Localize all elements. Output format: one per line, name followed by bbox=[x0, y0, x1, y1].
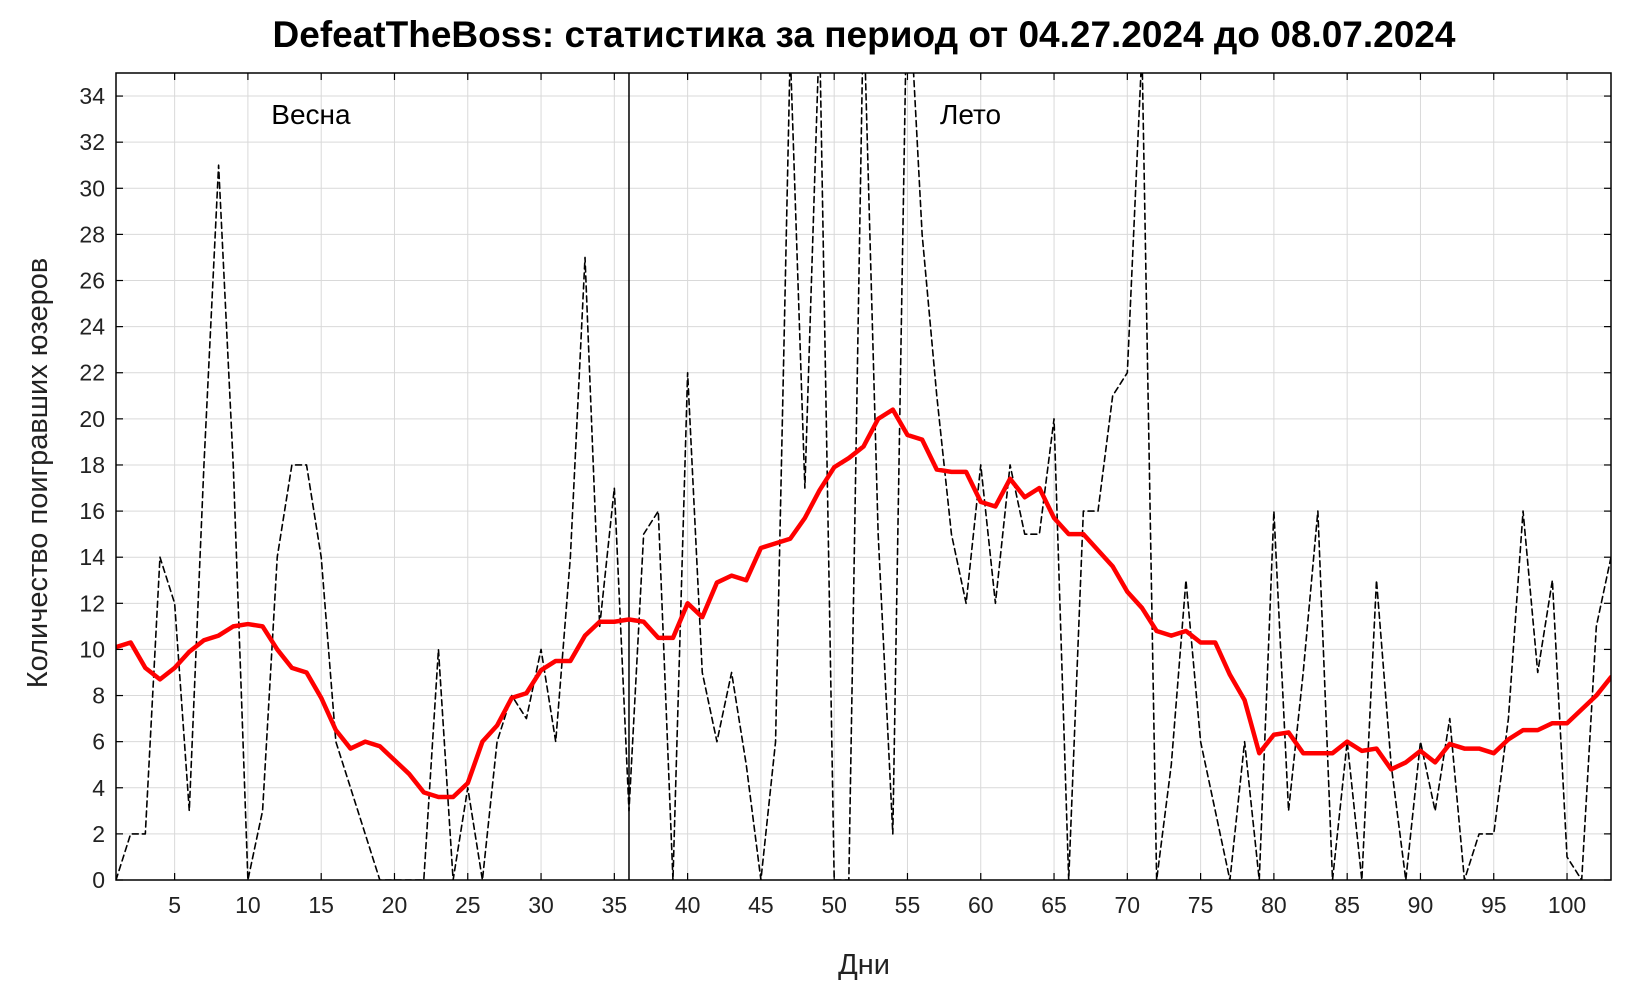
y-tick-label: 4 bbox=[92, 775, 105, 801]
x-tick-label: 75 bbox=[1188, 892, 1214, 918]
y-tick-label: 28 bbox=[79, 221, 105, 247]
x-tick-label: 35 bbox=[602, 892, 628, 918]
y-tick-label: 14 bbox=[79, 544, 105, 570]
daily-users-line bbox=[116, 73, 1611, 880]
x-tick-label: 15 bbox=[308, 892, 334, 918]
x-tick-label: 50 bbox=[821, 892, 847, 918]
x-tick-label: 20 bbox=[382, 892, 408, 918]
x-tick-label: 80 bbox=[1261, 892, 1287, 918]
y-axis-label: Количество поигравших юзеров bbox=[22, 258, 54, 689]
x-tick-label: 90 bbox=[1408, 892, 1434, 918]
y-tick-label: 26 bbox=[79, 268, 105, 294]
y-tick-label: 16 bbox=[79, 498, 105, 524]
x-tick-label: 100 bbox=[1548, 892, 1586, 918]
x-tick-label: 45 bbox=[748, 892, 774, 918]
y-tick-label: 18 bbox=[79, 452, 105, 478]
x-tick-label: 10 bbox=[235, 892, 261, 918]
y-tick-label: 20 bbox=[79, 406, 105, 432]
season-label: Лето bbox=[940, 99, 1001, 130]
x-tick-label: 95 bbox=[1481, 892, 1507, 918]
x-tick-label: 65 bbox=[1041, 892, 1067, 918]
labels: 5 10 15 20 25 30 35 40 45 50 55 60 65 70 75 80 85 90 95 100… bbox=[79, 83, 1586, 918]
smoothed-users-line bbox=[116, 407, 1611, 800]
y-tick-label: 2 bbox=[92, 821, 105, 847]
y-tick-label: 12 bbox=[79, 590, 105, 616]
y-tick-label: 22 bbox=[79, 360, 105, 386]
x-tick-label: 55 bbox=[895, 892, 921, 918]
chart-title: DefeatTheBoss: статистика за период от 0… bbox=[273, 14, 1456, 55]
y-tick-label: 32 bbox=[79, 129, 105, 155]
y-tick-label: 10 bbox=[79, 636, 105, 662]
axes bbox=[115, 72, 1612, 881]
x-tick-label: 5 bbox=[168, 892, 181, 918]
y-tick-label: 34 bbox=[79, 83, 105, 109]
season-label: Весна bbox=[271, 99, 351, 130]
x-tick-label: 70 bbox=[1115, 892, 1141, 918]
x-tick-label: 85 bbox=[1334, 892, 1360, 918]
series-lines bbox=[116, 73, 1611, 880]
x-tick-label: 30 bbox=[528, 892, 554, 918]
y-tick-label: 30 bbox=[79, 175, 105, 201]
x-tick-label: 60 bbox=[968, 892, 994, 918]
plot-frame bbox=[115, 72, 1612, 881]
x-tick-label: 25 bbox=[455, 892, 481, 918]
y-tick-label: 8 bbox=[92, 683, 105, 709]
x-tick-label: 40 bbox=[675, 892, 701, 918]
y-tick-label: 6 bbox=[92, 729, 105, 755]
x-axis-label: Дни bbox=[838, 949, 890, 981]
grid-lines bbox=[116, 73, 1611, 881]
y-tick-label: 0 bbox=[92, 867, 105, 893]
y-tick-label: 24 bbox=[79, 314, 105, 340]
